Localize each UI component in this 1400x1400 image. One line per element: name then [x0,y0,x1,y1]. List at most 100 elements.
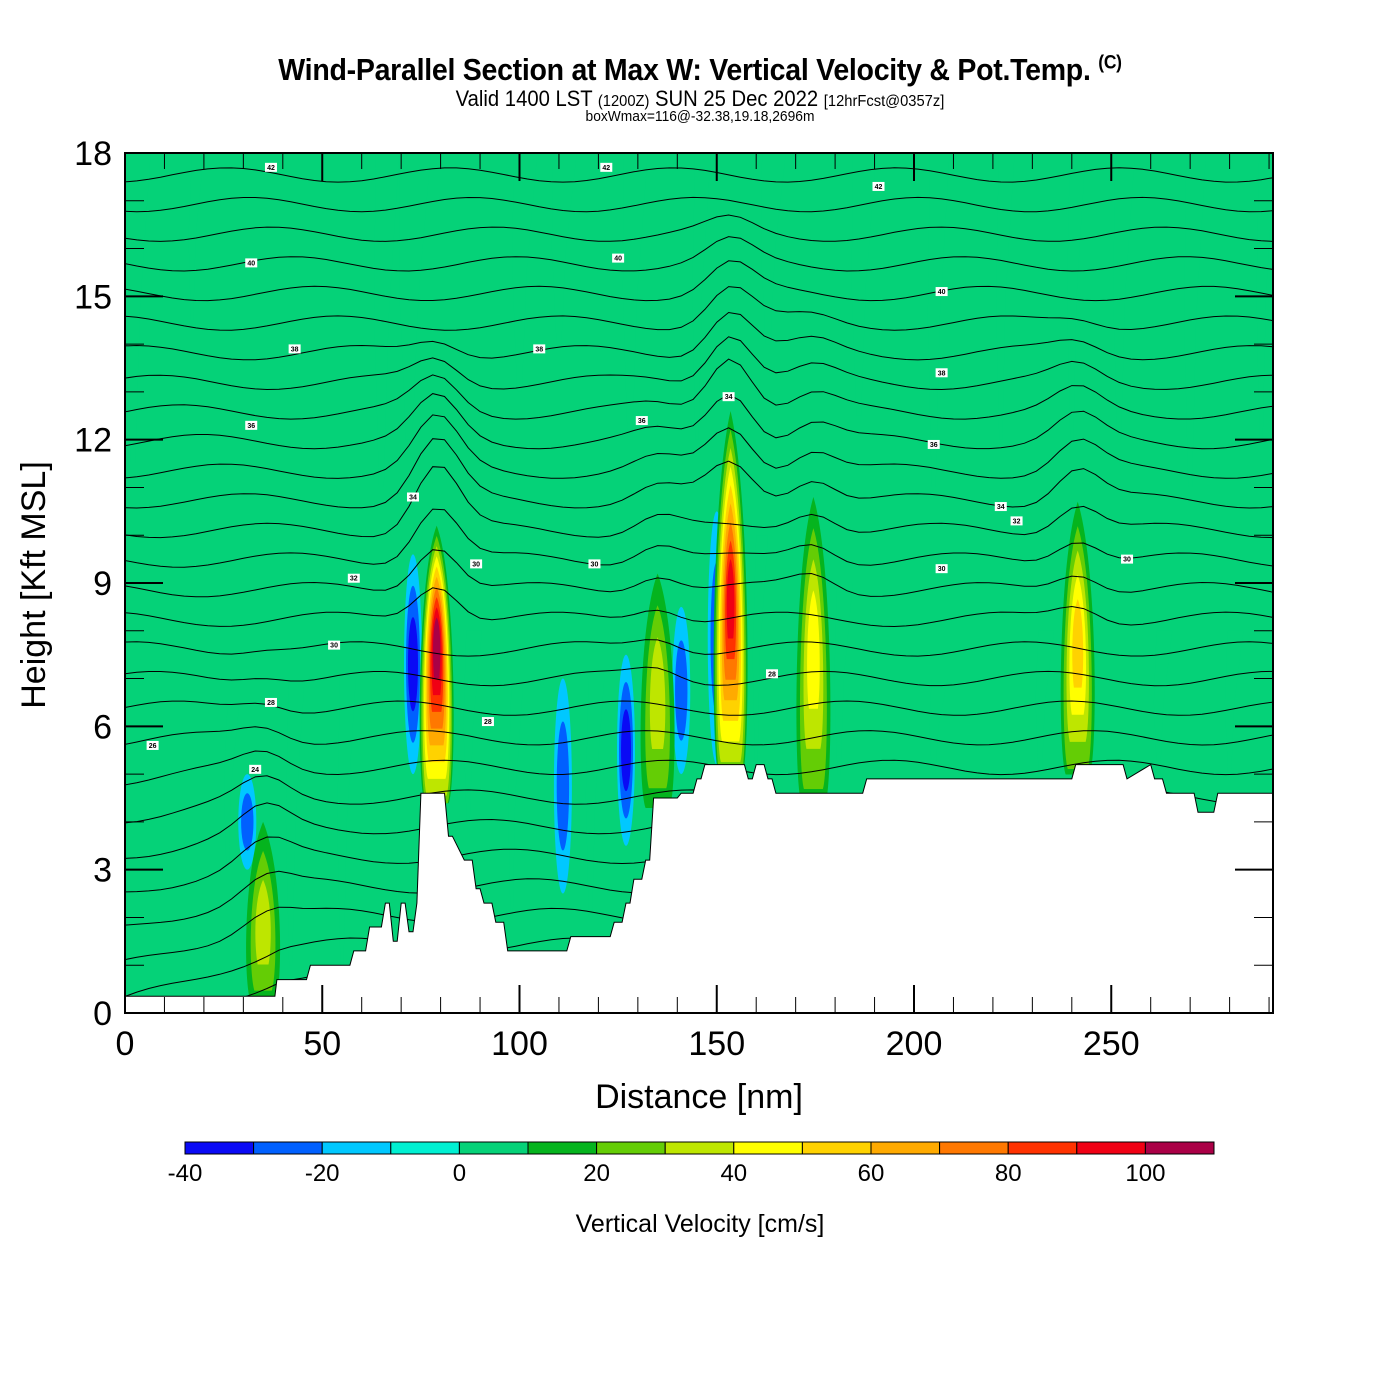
contour-label: 24 [251,767,259,774]
contour-label-box [1121,554,1134,564]
y-tick-label: 15 [74,278,112,316]
contour-label: 26 [149,743,157,750]
y-tick-label: 18 [74,135,112,173]
theta-isentrope [125,508,1273,568]
theta-isentrope [125,438,1273,509]
theta-isentrope [125,167,1273,183]
weak-updraft-band [996,153,1015,440]
theta-isentrope [125,466,1273,539]
chart-title: Wind-Parallel Section at Max W: Vertical… [56,52,1344,88]
theta-isentrope [125,311,1273,361]
contour-label-box [249,764,262,774]
weak-updraft-band [508,678,524,918]
y-tick-label: 6 [93,708,112,746]
contour-label-box [481,717,494,727]
weak-updraft-band [585,678,605,918]
updraft-core [255,879,271,965]
downdraft-core [621,709,632,792]
weak-updraft-band [1224,630,1244,775]
colorbar-segment [664,1141,735,1155]
y-axis-title: Height [Kft MSL] [15,461,53,709]
contour-label-box [600,162,613,172]
contour-label-box [722,392,735,402]
contour-label: 36 [247,423,255,430]
contour-label-box [470,559,483,569]
weak-updraft-band [1184,153,1206,488]
colorbar-legend: -40 -20 0 20 40 60 80 100 [168,1141,1215,1187]
theta-isentrope [125,666,1273,687]
contour-label-box [588,559,601,569]
theta-isentrope [125,358,1273,420]
downdraft-core [407,617,418,712]
contour-label: 34 [997,504,1005,511]
contour-label: 28 [768,671,776,678]
contour-label-box [872,181,885,191]
contour-label-box [146,740,159,750]
theta-isentrope [125,549,1273,598]
downdraft-core [556,721,570,851]
contour-label-box [935,564,948,574]
weak-updraft-band [851,153,877,416]
contour-label-box [245,258,258,268]
weak-updraft-band [463,630,483,822]
terrain-mask [125,763,1273,1013]
colorbar-segment [1076,1141,1146,1155]
weak-updraft-band [285,678,305,966]
weak-updraft-band [760,153,786,345]
y-tick-label: 0 [93,995,112,1033]
contour-label: 34 [409,495,417,502]
contour-label: 30 [330,643,338,650]
colorbar-segment [870,1141,941,1155]
colorbar-tick-label: 20 [583,1160,610,1187]
box-wmax-info: boxWmax=116@-32.38,19.18,2696m [585,108,815,125]
colorbar-segment [390,1141,460,1155]
title-text: Wind-Parallel Section at Max W: Vertical… [278,52,1091,87]
contour-label-box [935,368,948,378]
weak-updraft-band [1067,153,1086,440]
colorbar-segment [458,1141,529,1155]
theta-isentrope [125,196,1273,213]
contour-label-box [994,502,1007,512]
theta-contour-labels: 42 42 42 40 40 40 38 38 38 36 36 36 34 34 34 32 32 30 30 30… [146,162,1134,774]
theta-isentrope [125,726,1273,746]
contour-label-box [927,439,940,449]
updraft-core [649,637,666,749]
colorbar-title: Vertical Velocity [cm/s] [576,1210,825,1238]
theta-isentrope [125,587,1273,628]
forecast-info: [12hrFcst@0357z] [823,93,945,110]
colorbar-tick-label: 0 [453,1160,466,1187]
downdraft-core [241,793,254,851]
contour-label: 36 [638,418,646,425]
contour-label: 28 [484,719,492,726]
valid-time-subtitle: Valid 1400 LST (1200Z) SUN 25 Dec 2022 [… [56,86,1344,112]
colorbar-segment [253,1141,323,1155]
theta-isentrope [125,639,1273,657]
colorbar-segment [801,1141,872,1155]
weak-updraft-band [374,153,400,488]
x-axis-title: Distance [nm] [595,1078,803,1116]
colorbar-segment [184,1141,255,1155]
colorbar-segment [1144,1141,1215,1155]
contour-label-box [264,697,277,707]
contour-label: 30 [938,566,946,573]
contour-label-box [533,344,546,354]
contour-label-box [612,253,625,263]
contour-label-box [935,287,948,297]
contour-label: 42 [602,165,610,172]
contour-label: 32 [1013,518,1021,525]
contour-label: 28 [267,700,275,707]
contour-label: 38 [938,370,946,377]
theta-isentrope [125,750,1273,786]
y-tick-label: 3 [93,852,112,890]
contour-label-box [347,573,360,583]
weak-updraft-band [928,678,948,775]
colorbar-segment [1007,1141,1078,1155]
weak-updraft-streaks [125,153,1273,966]
x-tick-label: 50 [303,1025,341,1063]
colorbar-tick-label: 40 [720,1160,747,1187]
updraft-core [433,617,441,679]
y-tick-label: 12 [74,422,112,460]
theta-isentrope [125,700,1273,716]
contour-label: 36 [930,442,938,449]
